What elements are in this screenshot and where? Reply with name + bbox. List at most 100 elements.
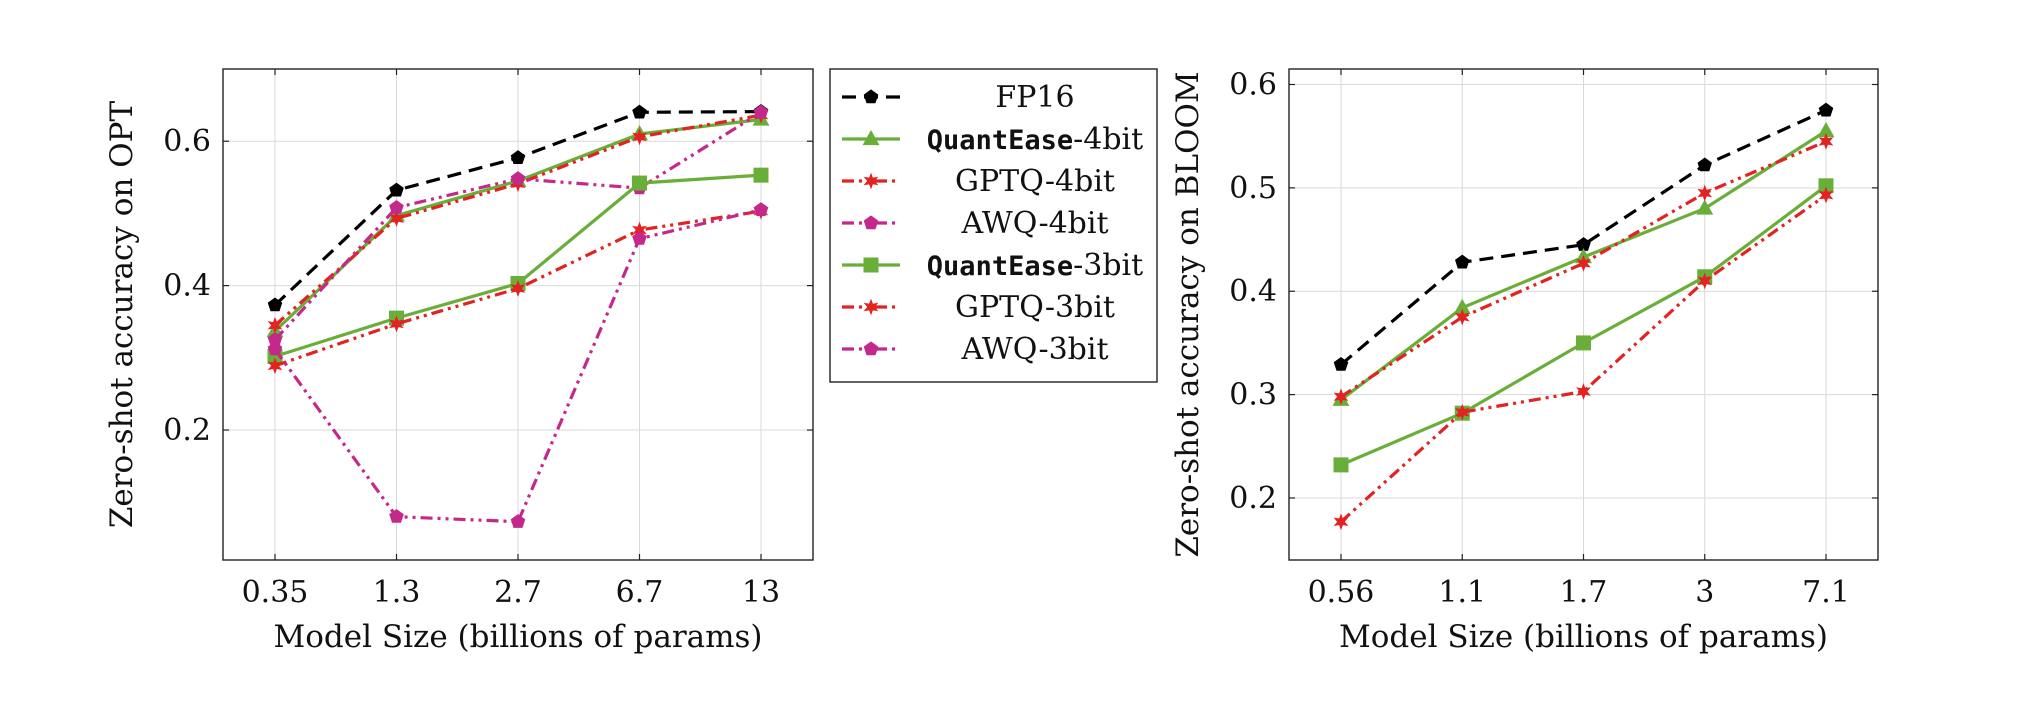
- data-point: [267, 297, 283, 312]
- legend-label-text: -4bit: [1073, 122, 1143, 157]
- series-line-gptq-3bit: [274, 209, 762, 368]
- series-line-fp16: [1339, 108, 1827, 366]
- series-fp16: [1333, 102, 1834, 371]
- data-point: [1576, 335, 1591, 351]
- x-tick-label: 13: [742, 575, 780, 610]
- legend-item: GPTQ-4bit: [842, 164, 1115, 199]
- legend-label: GPTQ-3bit: [955, 290, 1115, 325]
- data-point: [753, 167, 769, 183]
- x-tick-label: 3: [1695, 575, 1714, 610]
- legend-label: GPTQ-4bit: [955, 164, 1115, 199]
- data-point: [510, 514, 526, 528]
- legend-label-text: GPTQ-4bit: [955, 164, 1115, 199]
- y-tick-label: 0.5: [1229, 171, 1277, 206]
- legend-item: AWQ-3bit: [842, 332, 1109, 367]
- legend-label: AWQ-3bit: [960, 332, 1108, 367]
- y-tick-label: 0.2: [163, 413, 211, 448]
- data-point: [1454, 403, 1470, 421]
- legend-box: [829, 68, 1158, 383]
- x-tick-label: 1.1: [1438, 575, 1486, 610]
- y-tick-label: 0.6: [163, 124, 211, 159]
- series-gptq-3bit: [1333, 186, 1834, 531]
- data-point: [1696, 199, 1714, 215]
- y-tick-label: 0.4: [1229, 274, 1277, 309]
- legend-item: AWQ-4bit: [842, 206, 1109, 241]
- legend-marker: [863, 89, 879, 104]
- data-point: [753, 202, 769, 216]
- x-tick-label: 0.56: [1308, 575, 1375, 610]
- legend-label-method: QuantEase: [927, 251, 1073, 282]
- data-point: [1818, 102, 1834, 117]
- y-axis-label: Zero-shot accuracy on OPT: [104, 101, 140, 529]
- y-tick-label: 0.4: [163, 269, 211, 304]
- data-point: [753, 104, 769, 119]
- series-line-gptq-4bit: [273, 113, 762, 327]
- y-axis-label: Zero-shot accuracy on BLOOM: [1170, 71, 1206, 557]
- plot-2: 0.56 1.1 1.7 3 7.1 0.2 0.3 0.4 0.5 0.6 Model Size …: [1170, 68, 1879, 655]
- data-point: [632, 104, 647, 119]
- data-point: [267, 357, 283, 375]
- x-tick-label: 6.7: [616, 575, 664, 610]
- plot-1: 0.35 1.3 2.7 6.7 13 0.2 0.4 0.6 Model Size (bill…: [104, 68, 814, 655]
- data-point: [1818, 132, 1834, 150]
- data-point: [267, 341, 283, 356]
- data-point: [1333, 513, 1349, 531]
- data-point: [510, 150, 526, 164]
- series-line-gptq-3bit: [1339, 193, 1827, 523]
- data-point: [389, 199, 404, 214]
- data-point: [632, 128, 647, 146]
- data-point: [1576, 383, 1591, 400]
- x-tick-label: 1.7: [1560, 575, 1608, 610]
- data-point: [389, 182, 404, 197]
- data-point: [1454, 308, 1470, 326]
- legend-label-text: AWQ-4bit: [960, 206, 1108, 241]
- data-point: [1697, 157, 1712, 172]
- legend-item: QuantEase-3bit: [842, 248, 1143, 283]
- data-point: [1333, 356, 1349, 371]
- legend-item: GPTQ-3bit: [842, 290, 1115, 325]
- legend-label-method: QuantEase: [927, 125, 1073, 156]
- y-tick-label: 0.2: [1229, 481, 1277, 516]
- data-point: [1333, 457, 1349, 473]
- plot-frame: [1288, 68, 1879, 561]
- data-point: [1697, 184, 1713, 202]
- legend-marker: [863, 341, 879, 356]
- data-point: [1455, 254, 1470, 269]
- x-axis-label: Model Size (billions of params): [1339, 619, 1828, 655]
- x-tick-label: 0.35: [242, 575, 309, 610]
- legend-label-text: FP16: [995, 80, 1074, 115]
- x-tick-label: 7.1: [1802, 575, 1850, 610]
- data-point: [510, 171, 526, 185]
- legend-label: QuantEase-4bit: [927, 122, 1143, 157]
- series-awq-3bit: [267, 202, 769, 528]
- data-point: [632, 231, 647, 245]
- series-gptq-4bit: [1333, 132, 1834, 406]
- x-tick-label: 2.7: [494, 575, 542, 610]
- data-point: [1333, 388, 1349, 406]
- legend-marker: [862, 129, 880, 146]
- legend-marker: [863, 257, 879, 273]
- legend-label-text: AWQ-3bit: [960, 332, 1108, 367]
- x-axis-label: Model Size (billions of params): [273, 619, 762, 655]
- legend-label: QuantEase-3bit: [927, 248, 1143, 283]
- legend-item: FP16: [842, 80, 1075, 115]
- legend-label-text: GPTQ-3bit: [955, 290, 1115, 325]
- data-point: [1576, 254, 1591, 272]
- data-point: [389, 315, 404, 333]
- data-point: [1818, 186, 1834, 204]
- series-line-awq-3bit: [273, 208, 762, 524]
- x-tick-label: 1.3: [373, 575, 421, 610]
- data-point: [632, 175, 647, 191]
- legend-label-text: -3bit: [1073, 248, 1143, 283]
- data-point: [510, 280, 526, 297]
- legend-item: QuantEase-4bit: [842, 122, 1143, 157]
- y-tick-label: 0.6: [1229, 68, 1277, 103]
- legend-marker: [863, 215, 879, 230]
- legend-marker: [863, 298, 879, 316]
- y-tick-label: 0.3: [1229, 378, 1277, 413]
- legend-marker: [863, 172, 879, 190]
- plot-frame: [222, 68, 814, 561]
- data-point: [1697, 272, 1713, 290]
